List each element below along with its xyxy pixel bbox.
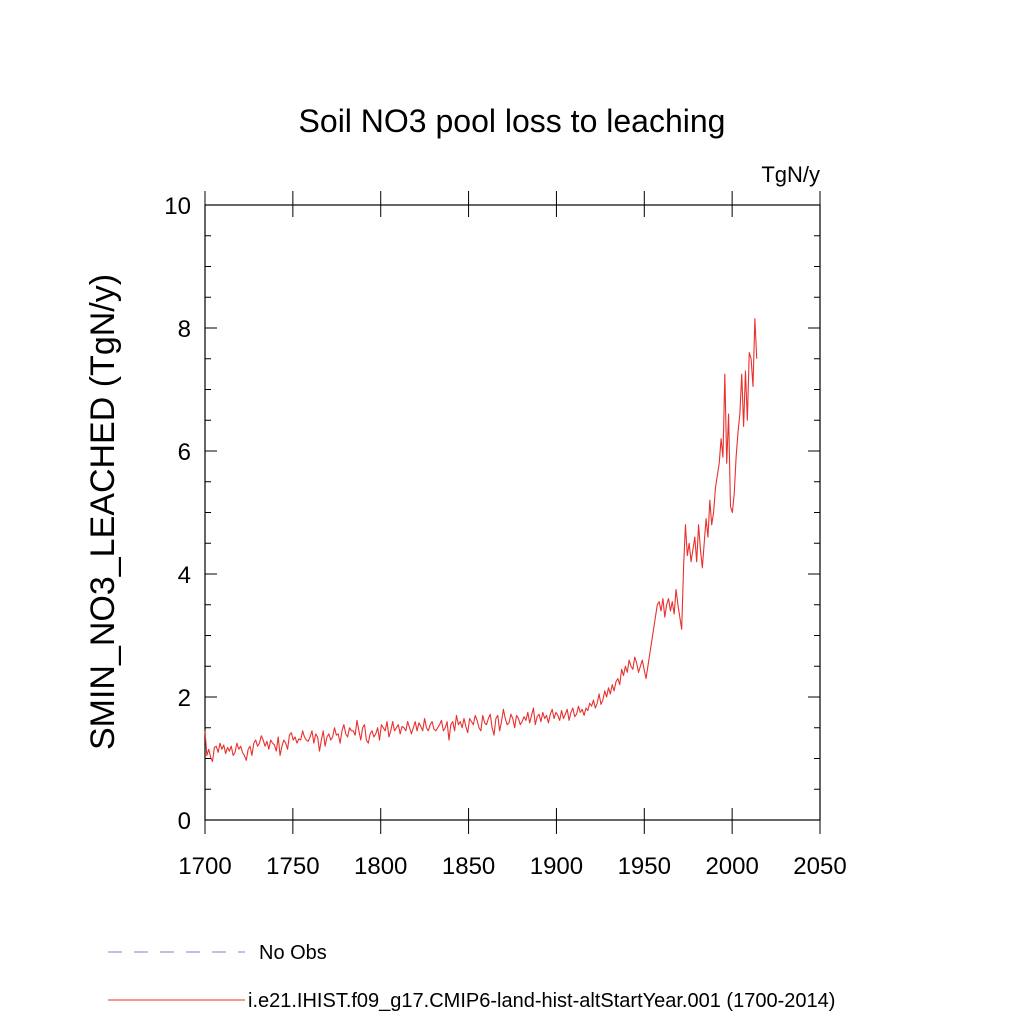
y-tick-label: 6 [178,439,191,466]
x-tick-label: 1850 [442,853,495,880]
y-axis-ticks: 0 2 4 6 8 10 [164,193,820,835]
legend-label-no-obs: No Obs [259,942,327,964]
plot-border [204,204,821,821]
plot-frame [204,204,821,821]
chart-title: Soil NO3 pool loss to leaching [299,103,726,139]
series-layer [204,318,758,763]
x-tick-label: 1900 [530,853,583,880]
series-line-1 [204,318,758,763]
x-tick-label: 1950 [618,853,671,880]
legend: No Obs i.e21.IHIST.f09_g17.CMIP6-land-hi… [108,942,835,1012]
legend-label-model-run: i.e21.IHIST.f09_g17.CMIP6-land-hist-altS… [248,990,835,1012]
x-axis-ticks: 1700 1750 1800 1850 1900 1950 2000 2050 [178,191,847,880]
y-tick-label: 4 [178,562,191,589]
y-tick-label: 0 [178,808,191,835]
y-tick-label: 8 [178,316,191,343]
y-tick-label: 10 [164,193,191,220]
x-tick-label: 1750 [266,853,319,880]
x-tick-label: 2000 [705,853,758,880]
x-tick-label: 1700 [178,853,231,880]
units-label: TgN/y [761,162,820,187]
y-tick-label: 2 [178,685,191,712]
y-axis-label: SMIN_NO3_LEACHED (TgN/y) [84,274,122,750]
x-tick-label: 1800 [354,853,407,880]
x-tick-label: 2050 [793,853,846,880]
